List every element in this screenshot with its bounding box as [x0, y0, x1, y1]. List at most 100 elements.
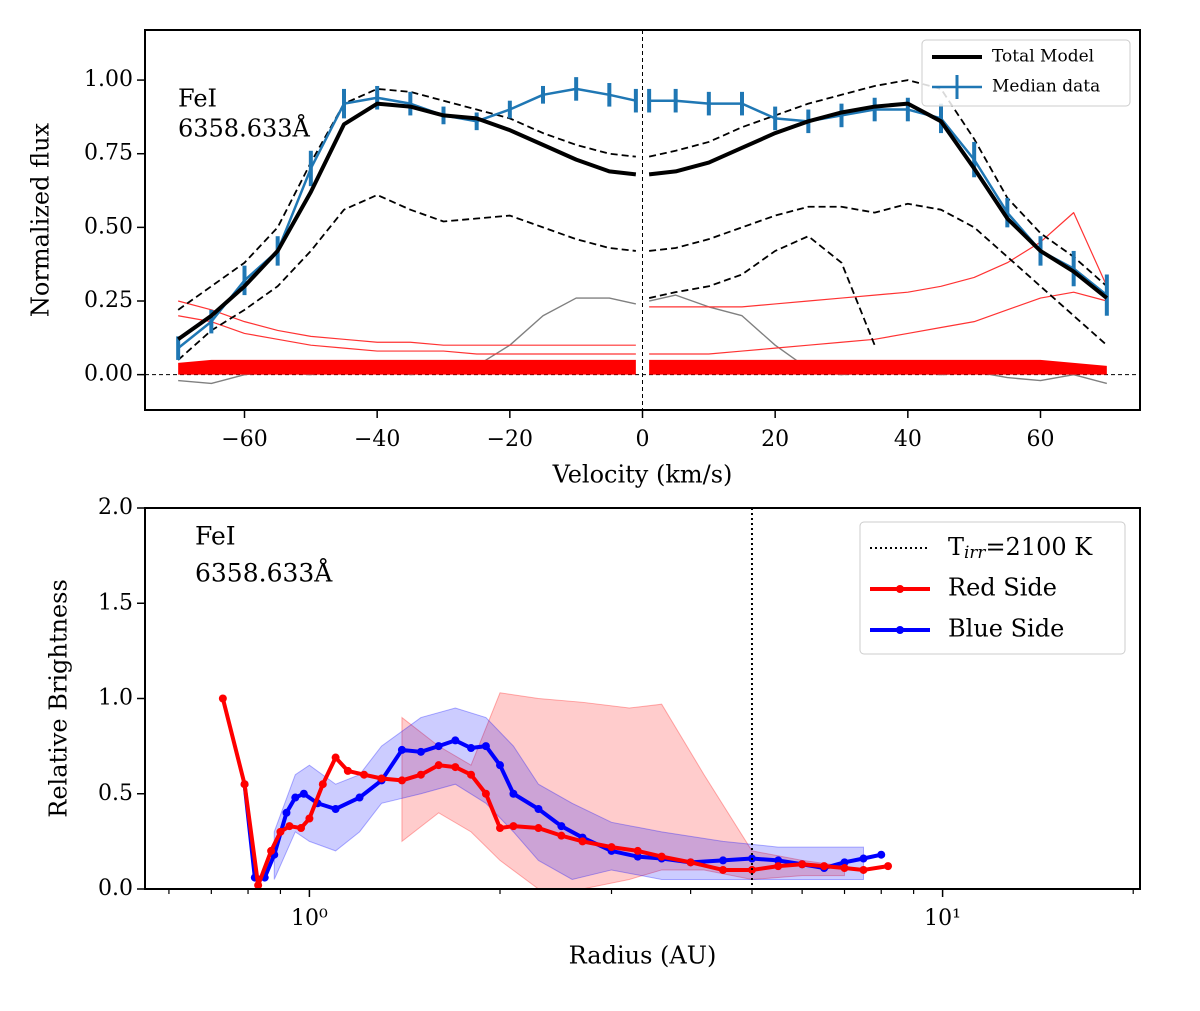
data-point — [774, 856, 783, 865]
legend-swatch-marker — [896, 626, 904, 634]
data-point — [859, 854, 868, 863]
data-point — [657, 852, 666, 861]
data-point — [578, 837, 587, 846]
data-point — [496, 761, 505, 770]
data-point — [267, 846, 276, 855]
data-point — [377, 774, 386, 783]
data-point — [840, 858, 849, 867]
x-tick-label: 0 — [636, 427, 650, 452]
x-tick-label: 40 — [894, 427, 922, 452]
data-point — [840, 864, 849, 873]
data-point — [774, 862, 783, 871]
component-line — [177, 79, 1108, 311]
legend-label-part: =2100 K — [985, 533, 1093, 561]
data-point — [331, 753, 340, 762]
legend-label: Median data — [992, 77, 1100, 97]
data-point — [240, 780, 249, 789]
plot-area — [145, 30, 1140, 410]
data-point — [282, 808, 291, 817]
component-line — [178, 291, 1107, 355]
data-point — [534, 804, 543, 813]
data-point — [481, 789, 490, 798]
component-area — [178, 359, 1107, 375]
data-point — [467, 770, 476, 779]
data-point — [607, 843, 616, 852]
y-tick-label: 2.0 — [98, 495, 133, 520]
line-annotation: FeI — [178, 85, 217, 113]
legend-label: Blue Side — [948, 615, 1064, 643]
component-line — [648, 235, 876, 346]
data-point — [305, 814, 314, 823]
line-annotation: 6358.633Å — [195, 558, 333, 588]
component-line — [177, 194, 1108, 361]
data-point — [397, 776, 406, 785]
x-tick-label: 60 — [1027, 427, 1055, 452]
data-point — [719, 856, 728, 865]
data-point — [299, 789, 308, 798]
data-point — [557, 822, 566, 831]
data-point — [798, 860, 807, 869]
component-line — [178, 212, 1108, 346]
x-tick-label: 10⁰ — [291, 906, 328, 931]
data-point — [633, 852, 642, 861]
legend-label: Red Side — [948, 574, 1057, 602]
data-point — [633, 846, 642, 855]
data-point — [496, 824, 505, 833]
line-annotation: FeI — [195, 522, 236, 551]
y-tick-label: 0.0 — [98, 876, 133, 901]
data-point — [434, 761, 443, 770]
data-point — [534, 824, 543, 833]
data-point — [343, 766, 352, 775]
uncertainty-band — [401, 692, 846, 889]
data-point — [557, 831, 566, 840]
y-tick-label: 0.5 — [98, 781, 133, 806]
data-point — [467, 744, 476, 753]
data-point — [877, 850, 886, 859]
data-point — [291, 793, 300, 802]
data-point — [509, 822, 518, 831]
data-point — [434, 742, 443, 751]
data-point — [719, 865, 728, 874]
x-tick-label: 10¹ — [924, 906, 961, 931]
legend-label: Total Model — [992, 47, 1094, 67]
data-point — [884, 862, 893, 871]
legend-label-part: irr — [964, 542, 986, 562]
data-point — [686, 858, 695, 867]
data-point — [416, 770, 425, 779]
data-point — [820, 862, 829, 871]
legend-swatch-marker — [896, 585, 904, 593]
data-point — [355, 793, 364, 802]
legend-box — [859, 521, 1126, 655]
data-point — [318, 780, 327, 789]
x-tick-label: −60 — [221, 427, 267, 452]
y-tick-label: 0.00 — [84, 362, 133, 387]
y-tick-label: 0.50 — [84, 214, 133, 239]
data-point — [360, 770, 369, 779]
data-point — [276, 827, 285, 836]
data-point — [397, 745, 406, 754]
y-tick-label: 1.5 — [98, 590, 133, 615]
data-point — [481, 742, 490, 751]
data-point — [451, 736, 460, 745]
y-tick-label: 1.0 — [98, 686, 133, 711]
y-axis-label: Relative Brightness — [45, 579, 73, 818]
y-tick-label: 1.00 — [84, 67, 133, 92]
data-point — [331, 804, 340, 813]
legend-label: Tirr=2100 K — [948, 533, 1093, 562]
y-tick-label: 0.25 — [84, 288, 133, 313]
data-point — [509, 789, 518, 798]
plot-area — [218, 692, 893, 889]
y-axis-label: Normalized flux — [27, 122, 55, 317]
x-tick-label: 20 — [761, 427, 789, 452]
x-tick-label: −20 — [487, 427, 533, 452]
x-axis-label: Velocity (km/s) — [552, 461, 733, 489]
legend-label-part: T — [948, 533, 964, 561]
data-point — [297, 824, 306, 833]
data-point — [218, 694, 227, 703]
series-line — [177, 101, 1109, 341]
x-tick-label: −40 — [354, 427, 400, 452]
x-axis-label: Radius (AU) — [569, 942, 717, 970]
y-tick-label: 0.75 — [84, 141, 133, 166]
series-line — [242, 738, 882, 880]
